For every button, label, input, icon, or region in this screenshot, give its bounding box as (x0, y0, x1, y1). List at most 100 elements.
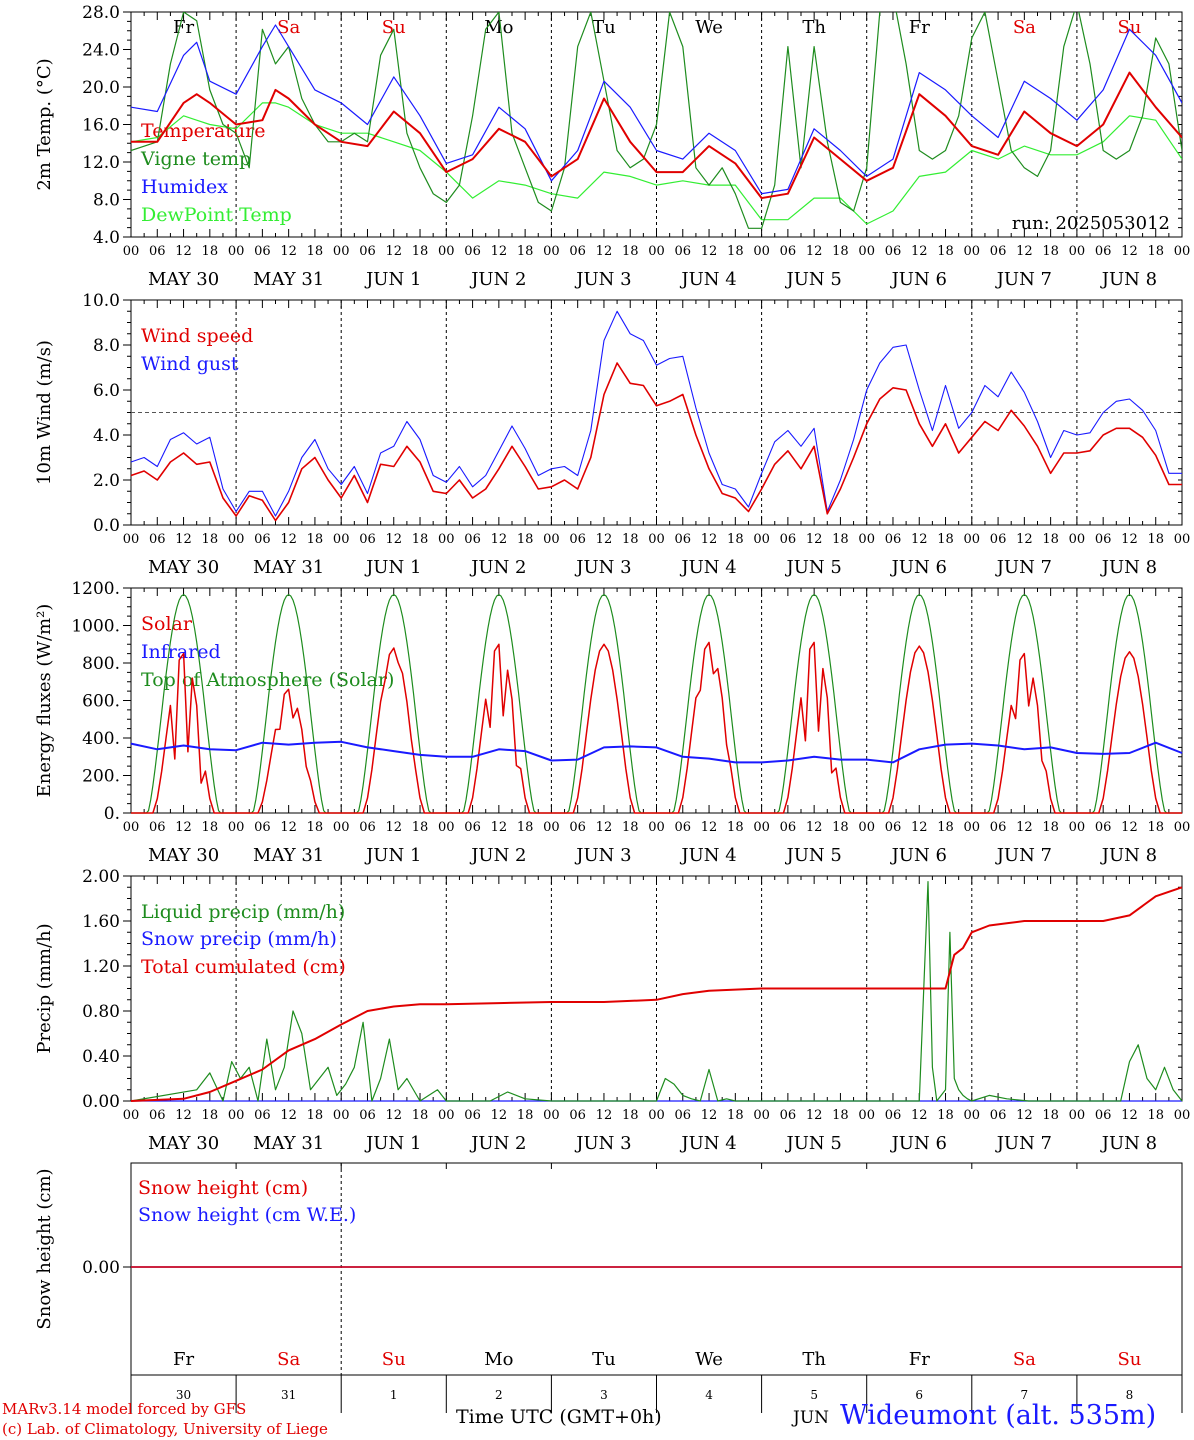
hour-tick-label: 06 (149, 1108, 166, 1123)
hour-tick-label: 06 (254, 532, 271, 547)
date-label: JUN 1 (364, 557, 421, 578)
hour-tick-label: 12 (491, 820, 508, 835)
precip-ylabel: Precip (mm/h) (34, 923, 55, 1053)
hour-tick-label: 06 (780, 820, 797, 835)
date-label: JUN 5 (784, 269, 841, 290)
legend-total-cumulated-cm: Total cumulated (cm) (141, 956, 346, 978)
hour-tick-label: 00 (228, 1108, 245, 1123)
lab-credit: (c) Lab. of Climatology, University of L… (2, 1420, 328, 1438)
energy-ytick-label: 600. (82, 692, 120, 712)
series-vigne-temp (131, 12, 1182, 229)
footer-day-number: 30 (176, 1388, 191, 1402)
date-label: JUN 5 (784, 557, 841, 578)
date-label: JUN 3 (574, 845, 631, 866)
hour-tick-label: 00 (333, 532, 350, 547)
energy-xaxis-labels: 00 06 12 18 MAY 30 00 06 12 18 MAY 31 00 06 12 18 JUN … (123, 820, 1191, 866)
hour-tick-label: 06 (359, 1108, 376, 1123)
hour-tick-label: 06 (569, 244, 586, 259)
energy-frame: 0. 200. 400. 600. 800. 1000. 1200. Energy fluxe… (34, 579, 1183, 824)
precip-ytick-label: 0.80 (82, 1002, 120, 1022)
wind-ytick-label: 0.0 (93, 516, 120, 536)
hour-tick-label: 12 (596, 1108, 613, 1123)
hour-tick-label: 06 (1095, 532, 1112, 547)
hour-tick-label: 18 (832, 820, 849, 835)
hour-tick-label: 12 (596, 820, 613, 835)
hour-tick-label: 00 (858, 1108, 875, 1123)
hour-tick-label: 06 (464, 532, 481, 547)
date-label: JUN 3 (574, 557, 631, 578)
date-label: JUN 7 (995, 269, 1052, 290)
hour-tick-label: 18 (1147, 1108, 1164, 1123)
date-label: JUN 3 (574, 1133, 631, 1154)
energy-ytick-label: 1200. (71, 579, 120, 599)
footer-day-number: 3 (600, 1388, 608, 1402)
temperature-xaxis-labels: 00 06 12 18 MAY 30 00 06 12 18 MAY 31 00 06 12 18 JUN … (123, 244, 1191, 290)
hour-tick-label: 00 (1174, 244, 1191, 259)
hour-tick-label: 12 (280, 820, 297, 835)
date-label: JUN 8 (1100, 845, 1157, 866)
weekday-label: Sa (1013, 17, 1036, 38)
hour-tick-label: 06 (569, 532, 586, 547)
footer-weekday-label: Su (1117, 1349, 1141, 1370)
hour-tick-label: 12 (1016, 820, 1033, 835)
hour-tick-label: 00 (543, 820, 560, 835)
hour-tick-label: 12 (385, 532, 402, 547)
hour-tick-label: 12 (911, 1108, 928, 1123)
temperature-ytick-label: 24.0 (82, 41, 120, 61)
temperature-series (131, 12, 1182, 229)
series-wind-speed (130, 362, 1182, 522)
footer-month-label: JUN (793, 1408, 830, 1428)
weekday-label: Fr (173, 17, 194, 38)
weekday-label: Th (802, 17, 826, 38)
precip-series (130, 880, 1183, 1102)
hour-tick-label: 06 (149, 244, 166, 259)
hour-tick-label: 18 (727, 820, 744, 835)
hour-tick-label: 18 (307, 532, 324, 547)
weekday-label: Mo (484, 17, 513, 38)
series-humidex (131, 24, 1182, 195)
hour-tick-label: 18 (832, 532, 849, 547)
weekday-label: Su (382, 17, 406, 38)
hour-tick-label: 00 (1069, 1108, 1086, 1123)
hour-tick-label: 00 (1069, 244, 1086, 259)
hour-tick-label: 00 (964, 244, 981, 259)
footer-day-number: 1 (390, 1388, 398, 1402)
hour-tick-label: 06 (885, 244, 902, 259)
hour-tick-label: 06 (569, 820, 586, 835)
hour-tick-label: 00 (438, 820, 455, 835)
temperature-ytick-label: 16.0 (82, 116, 120, 136)
date-label: JUN 6 (890, 845, 947, 866)
footer-day-number: 31 (281, 1388, 296, 1402)
wind-ytick-label: 4.0 (93, 426, 120, 446)
hour-tick-label: 00 (438, 1108, 455, 1123)
legend-top-of-atmosphere-solar: Top of Atmosphere (Solar) (141, 669, 394, 691)
precip-ytick-label: 2.00 (82, 867, 120, 887)
wind-frame: 0.0 2.0 4.0 6.0 8.0 10.0 10m Wind (m/s) Wind sp… (34, 291, 1183, 536)
hour-tick-label: 00 (123, 1108, 140, 1123)
hour-tick-label: 00 (753, 532, 770, 547)
date-label: JUN 2 (469, 557, 526, 578)
legend-snow-height-cm-w-e: Snow height (cm W.E.) (138, 1204, 356, 1226)
hour-tick-label: 18 (1147, 532, 1164, 547)
legend-dewpoint-temp: DewPoint Temp (141, 204, 292, 226)
hour-tick-label: 00 (1174, 532, 1191, 547)
footer-day-number: 8 (1126, 1388, 1134, 1402)
hour-tick-label: 12 (385, 1108, 402, 1123)
legend-snow-precip-mm-h: Snow precip (mm/h) (141, 928, 337, 950)
date-label: JUN 6 (890, 557, 947, 578)
hour-tick-label: 18 (412, 820, 429, 835)
hour-tick-label: 18 (937, 532, 954, 547)
date-label: JUN 7 (995, 845, 1052, 866)
precip-ytick-label: 0.00 (82, 1092, 120, 1112)
hour-tick-label: 06 (149, 532, 166, 547)
hour-tick-label: 06 (885, 820, 902, 835)
footer-weekday-label: Fr (173, 1349, 194, 1370)
hour-tick-label: 00 (438, 532, 455, 547)
hour-tick-label: 06 (780, 244, 797, 259)
hour-tick-label: 00 (648, 1108, 665, 1123)
hour-tick-label: 00 (228, 532, 245, 547)
legend-wind-gust: Wind gust (141, 353, 239, 375)
series-wind-gust (130, 310, 1182, 517)
footer-weekday-label: Mo (484, 1349, 513, 1370)
footer-weekday-label: Sa (277, 1349, 300, 1370)
